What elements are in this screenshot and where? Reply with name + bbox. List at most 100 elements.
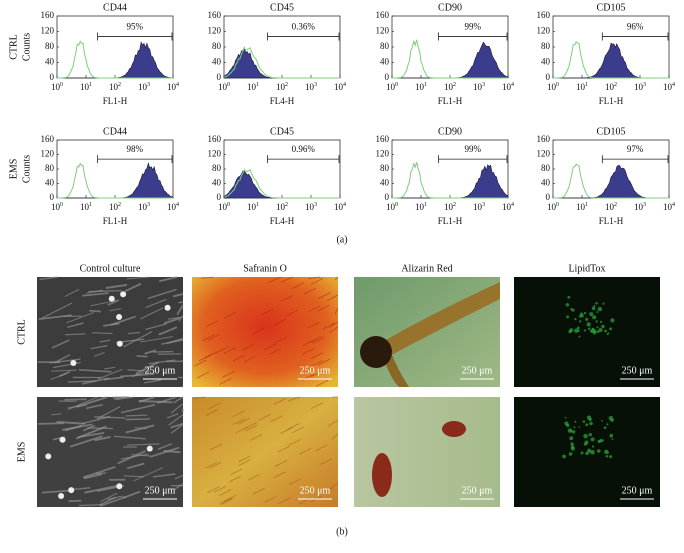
x-axis-label: FL1-H	[438, 96, 463, 106]
y-tick-label: 160	[41, 134, 55, 144]
stain	[599, 439, 602, 442]
y-tick-label: 0	[546, 192, 551, 202]
x-tick-label: 104	[167, 82, 179, 92]
plot-title: CD44	[103, 2, 127, 13]
y-tick-label: 0	[217, 192, 222, 202]
cell-body	[109, 296, 115, 302]
stain	[567, 296, 570, 299]
y-tick-label: 80	[380, 41, 390, 51]
stain	[592, 307, 596, 311]
scale-label: 250 μm	[300, 485, 331, 496]
stain	[610, 418, 614, 422]
scale-label: 250 μm	[145, 485, 176, 496]
x-tick-label: 100	[218, 202, 230, 212]
cell-body	[116, 483, 122, 489]
plot-title: CD45	[270, 2, 294, 13]
stain	[595, 302, 598, 305]
stain	[584, 443, 587, 446]
cell	[38, 423, 64, 424]
y-tick-label: 0	[217, 72, 222, 82]
x-tick-label: 100	[51, 82, 63, 92]
stain	[589, 422, 593, 426]
cell	[64, 399, 86, 400]
stain	[588, 328, 591, 331]
scale-label: 250 μm	[300, 365, 331, 376]
y-tick-label: 40	[212, 178, 222, 188]
y-tick-label: 0	[385, 192, 390, 202]
stain	[592, 315, 596, 319]
cell-body	[58, 493, 64, 499]
stain	[573, 426, 575, 428]
plot-title: CD105	[597, 2, 626, 13]
micrograph: 250 μm	[354, 397, 500, 507]
plot-title: CD45	[270, 126, 294, 137]
stain	[570, 442, 573, 445]
gate-label: 0.96%	[292, 144, 316, 154]
x-tick-label: 100	[386, 82, 398, 92]
stain	[569, 452, 573, 456]
stain	[569, 436, 573, 440]
stain	[585, 423, 588, 426]
x-tick-label: 101	[415, 202, 427, 212]
stain	[574, 318, 576, 320]
stain	[591, 437, 595, 441]
stain	[596, 311, 598, 313]
panel-label: (a)	[336, 234, 347, 245]
stain	[587, 449, 591, 453]
x-tick-label: 104	[663, 82, 675, 92]
panel-label: (b)	[336, 526, 348, 537]
cell-body	[45, 453, 51, 459]
cell	[89, 311, 101, 312]
stain	[583, 420, 586, 423]
cell	[179, 302, 183, 303]
cell-body	[120, 291, 126, 297]
row-label: EMS	[8, 159, 19, 180]
stain	[574, 421, 576, 423]
cell	[182, 386, 183, 387]
x-tick-label: 103	[138, 202, 150, 212]
scale-label: 250 μm	[622, 365, 653, 376]
y-tick-label: 80	[541, 163, 551, 173]
x-tick-label: 101	[247, 202, 259, 212]
x-tick-label: 102	[109, 82, 121, 92]
y-tick-label: 120	[537, 149, 551, 159]
x-axis-label: FL4-H	[270, 216, 295, 226]
stain	[562, 455, 566, 459]
gate-label: 97%	[627, 144, 644, 154]
x-tick-label: 101	[415, 82, 427, 92]
cell	[79, 505, 102, 506]
cell-body	[116, 314, 122, 320]
x-tick-label: 101	[576, 202, 588, 212]
x-tick-label: 101	[80, 202, 92, 212]
y-tick-label: 0	[50, 192, 55, 202]
x-tick-label: 100	[386, 202, 398, 212]
column-title: Alizarin Red	[401, 263, 452, 274]
row-label: CTRL	[8, 34, 19, 60]
y-tick-label: 40	[380, 178, 390, 188]
x-tick-label: 100	[547, 202, 559, 212]
stain	[581, 451, 584, 454]
stain	[577, 327, 580, 330]
y-tick-label: 160	[376, 10, 390, 20]
x-tick-label: 102	[109, 202, 121, 212]
x-axis-label: FL1-H	[103, 96, 128, 106]
micrograph: 250 μm	[514, 397, 660, 507]
cell	[65, 334, 85, 335]
cell-body	[68, 487, 74, 493]
micrograph: 250 μm	[354, 277, 500, 387]
gate-label: 0.36%	[292, 22, 316, 32]
cell	[126, 415, 148, 416]
x-tick-label: 103	[305, 82, 317, 92]
x-tick-label: 103	[473, 202, 485, 212]
stain	[604, 450, 608, 454]
y-tick-label: 0	[546, 72, 551, 82]
cell-body	[117, 341, 123, 347]
stain	[566, 303, 569, 306]
stain	[596, 320, 598, 322]
x-tick-label: 102	[276, 202, 288, 212]
stain	[571, 447, 575, 451]
y-tick-label: 40	[541, 178, 551, 188]
micrograph: 250 μm	[192, 397, 338, 507]
y-tick-label: 120	[537, 26, 551, 36]
